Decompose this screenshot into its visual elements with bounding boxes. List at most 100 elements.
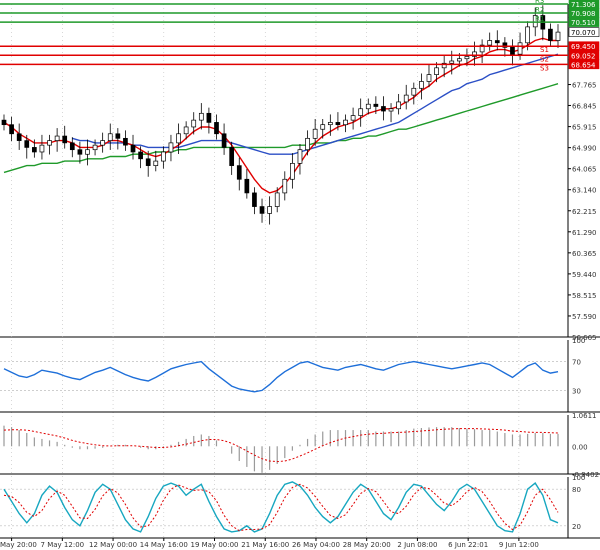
candle-body xyxy=(419,81,424,89)
candle-body xyxy=(244,178,250,194)
rsi-ytick-label: 100 xyxy=(572,337,585,345)
candle-body xyxy=(32,147,37,153)
candle-body xyxy=(9,124,14,135)
candle-body xyxy=(236,165,242,180)
candle-body xyxy=(502,42,508,48)
stoch-ytick-label: 100 xyxy=(572,474,585,482)
stoch-ytick-label: 20 xyxy=(572,523,581,531)
level-label-s3: S3 xyxy=(540,64,549,72)
price-ytick-label: 61.290 xyxy=(572,229,597,237)
candle-body xyxy=(198,112,204,121)
rsi-pane: 100 70 30 xyxy=(0,337,600,413)
price-ytick-label: 65.915 xyxy=(572,124,597,132)
level-price-value: 69.052 xyxy=(571,52,596,60)
candle-body xyxy=(16,133,22,141)
candle-body xyxy=(130,144,136,153)
candle-body xyxy=(191,119,197,128)
candle-body xyxy=(510,47,515,55)
time-tick-label: 26 May 04:00 xyxy=(292,541,340,549)
candle-body xyxy=(183,126,189,135)
time-tick-label: 14 May 16:00 xyxy=(140,541,188,549)
stoch-d-line xyxy=(3,483,559,532)
time-tick-label: 2 Jun 08:00 xyxy=(397,541,437,549)
candle-body xyxy=(252,192,257,207)
candle-body xyxy=(123,137,128,146)
candle-body xyxy=(320,124,326,130)
candle-body xyxy=(168,142,174,153)
rsi-ytick-label: 70 xyxy=(572,359,581,367)
candle-body xyxy=(456,58,462,62)
candle-body xyxy=(350,115,356,121)
candle-body xyxy=(441,62,447,69)
time-tick-label: 9 Jun 12:00 xyxy=(499,541,539,549)
ma-slow-line xyxy=(3,83,559,174)
price-ytick-label: 58.515 xyxy=(572,292,597,300)
candle-body xyxy=(449,60,455,64)
price-ytick-label: 59.440 xyxy=(572,271,597,279)
level-label-s2: S2 xyxy=(540,55,549,63)
level-price-tag xyxy=(568,27,600,37)
candle-body xyxy=(47,140,52,146)
ma-mid-line xyxy=(72,53,559,155)
candle-body xyxy=(153,160,159,166)
rsi-ytick-label: 30 xyxy=(572,387,581,395)
candle-body xyxy=(92,144,98,151)
price-ytick-label: 57.590 xyxy=(572,313,597,321)
time-tick-label: May 20:00 xyxy=(0,541,37,549)
time-tick-label: 12 May 00:00 xyxy=(89,541,137,549)
level-price-value: 70.908 xyxy=(571,10,596,18)
level-price-value: 71.306 xyxy=(571,1,596,9)
price-ytick-label: 56.665 xyxy=(572,334,597,342)
candle-body xyxy=(115,133,121,139)
macd-signal-line xyxy=(3,428,559,463)
candle-body xyxy=(343,119,348,126)
price-pane: 67.765 66.845 65.915 64.990 64.065 63.140 62.2… xyxy=(0,0,600,538)
macd-ytick-label: -0.9402 xyxy=(572,471,599,479)
candle-body xyxy=(479,44,485,53)
candle-body xyxy=(434,67,439,75)
candle-body xyxy=(312,128,318,139)
macd-pane: 1.0611 0.00 -0.9402 xyxy=(0,412,600,479)
candle-body xyxy=(107,133,113,141)
candle-body xyxy=(381,106,386,112)
candle-body xyxy=(267,206,272,214)
candle-body xyxy=(297,149,303,164)
candle-body xyxy=(327,122,333,126)
stoch-k-line xyxy=(3,481,559,533)
candle-body xyxy=(487,40,493,46)
candle-body xyxy=(100,140,106,146)
candle-body xyxy=(305,137,310,151)
price-ytick-label: 62.215 xyxy=(572,208,597,216)
candle-body xyxy=(206,112,212,123)
time-tick-label: 21 May 16:00 xyxy=(241,541,289,549)
level-label-r2: R2 xyxy=(535,6,544,14)
time-tick-label: 7 May 12:00 xyxy=(41,541,85,549)
candle-body xyxy=(532,15,538,28)
candle-body xyxy=(411,87,417,96)
candle-body xyxy=(426,74,432,82)
price-ytick-label: 66.845 xyxy=(572,102,597,110)
price-ytick-label: 60.365 xyxy=(572,250,597,258)
time-tick-label: 19 May 00:00 xyxy=(191,541,239,549)
candle-body xyxy=(282,178,288,194)
level-label-r1: R1 xyxy=(535,15,544,23)
candle-body xyxy=(472,51,477,57)
candle-body xyxy=(548,28,553,41)
price-ytick-label: 64.065 xyxy=(572,166,597,174)
candle-body xyxy=(525,26,530,44)
level-price-value: 69.450 xyxy=(571,43,596,51)
candle-body xyxy=(69,142,75,151)
macd-ytick-label: 1.0611 xyxy=(572,412,597,420)
level-price-value: 68.654 xyxy=(571,61,596,69)
candle-body xyxy=(214,122,219,135)
candle-body xyxy=(85,149,90,155)
candle-body xyxy=(77,149,83,155)
stoch-ytick-label: 80 xyxy=(572,486,581,494)
candle-body xyxy=(62,135,68,144)
level-price-tag xyxy=(568,17,600,27)
candle-body xyxy=(24,140,30,148)
level-label-s1: S1 xyxy=(540,46,549,54)
time-tick-label: 6 Jun 22:01 xyxy=(448,541,488,549)
level-price-tag xyxy=(568,59,600,70)
